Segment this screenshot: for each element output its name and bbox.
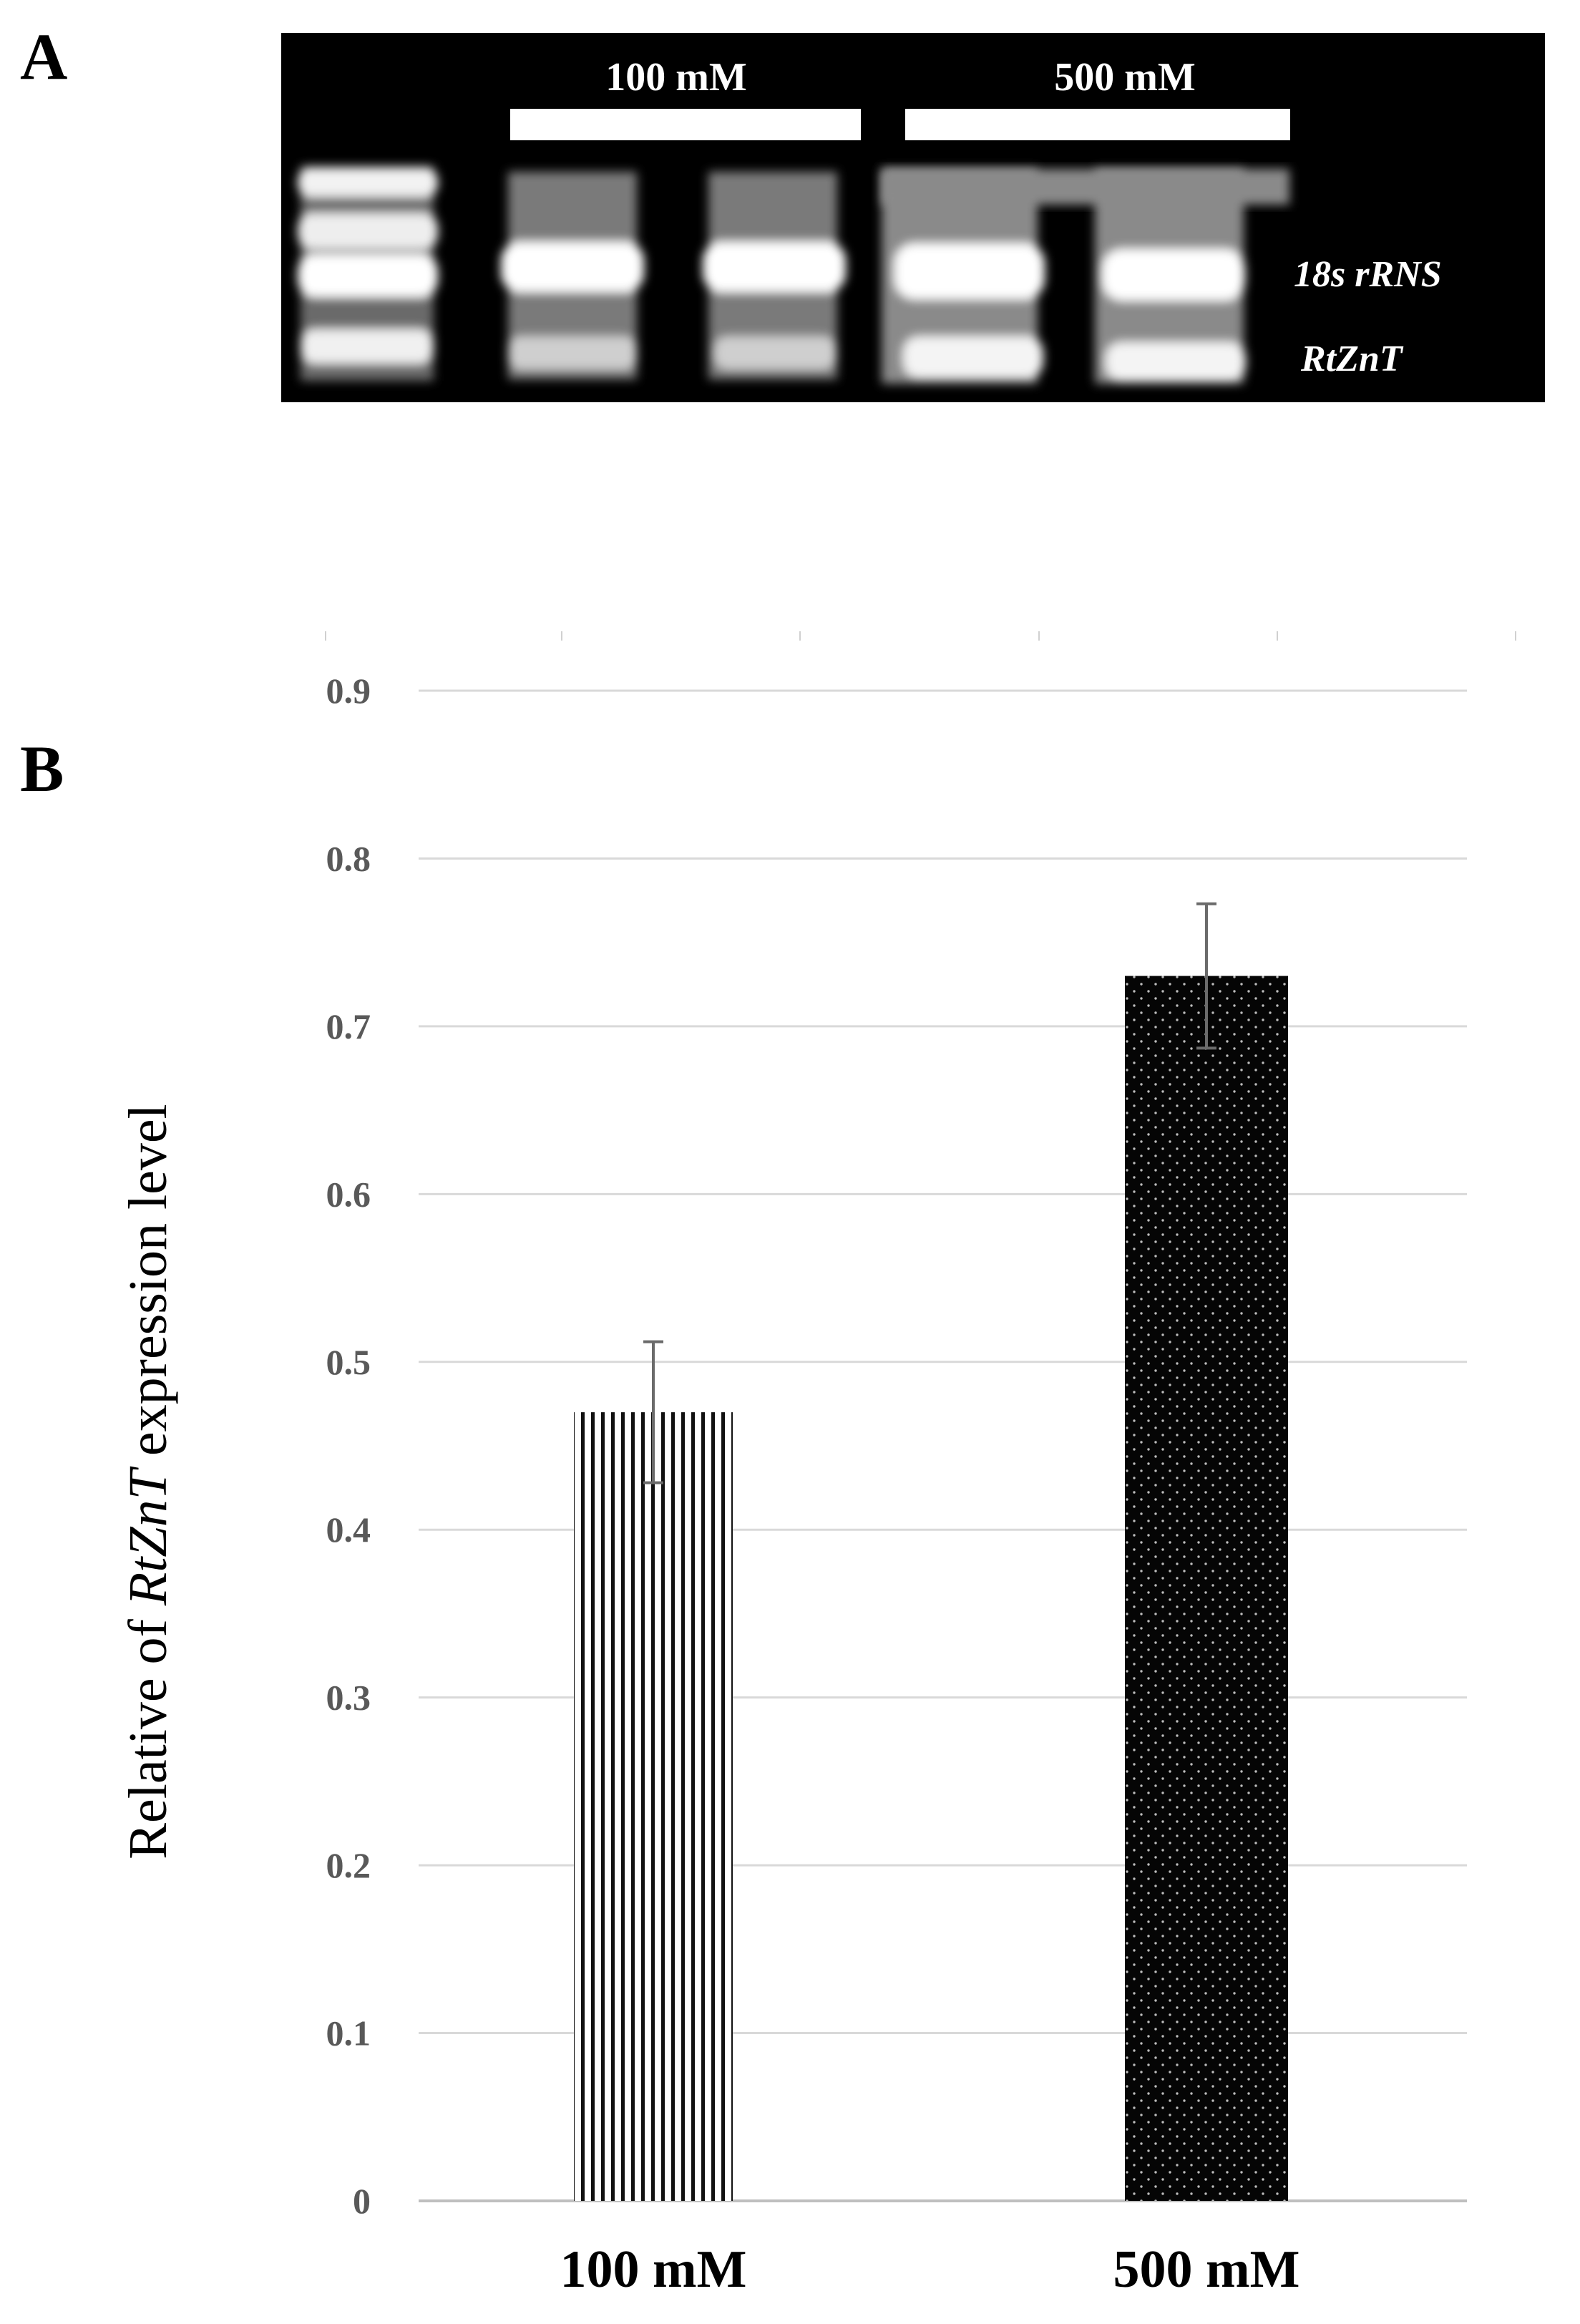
gel-image: 100 mM 500 mM [281, 33, 1545, 402]
y-tick-label: 0.5 [326, 1342, 371, 1382]
error-bars [643, 902, 1216, 1484]
panel-b-letter: B [20, 732, 64, 805]
y-tick-label: 0.1 [326, 2013, 371, 2053]
x-tick-label: 100 mM [560, 2240, 747, 2299]
y-tick-label: 0.3 [326, 1678, 371, 1718]
y-tick-label: 0.2 [326, 1845, 371, 1885]
lane-100-a [501, 172, 644, 379]
ladder-lane [298, 166, 438, 381]
y-tick-label: 0.6 [326, 1174, 371, 1214]
group-label-500: 500 mM [1054, 55, 1196, 99]
y-tick-label: 0 [353, 2181, 371, 2221]
x-tick-label: 500 mM [1113, 2240, 1300, 2299]
y-tick-label: 0.8 [326, 838, 371, 878]
chart: 0 0.1 0.2 0.3 0.4 0.5 0.6 0.7 0.8 0.9 100 mM 500 m… [118, 631, 1516, 2299]
lane-top-smear [882, 169, 1289, 205]
y-tick-label: 0.9 [326, 671, 371, 711]
y-axis-label-prefix: Relative of [118, 1605, 178, 1859]
lane-100-b [703, 172, 846, 379]
group-bar-500 [905, 109, 1290, 140]
x-tick-labels: 100 mM 500 mM [560, 2240, 1300, 2299]
bar [1125, 976, 1288, 2201]
y-tick-labels: 0 0.1 0.2 0.3 0.4 0.5 0.6 0.7 0.8 0.9 [326, 671, 371, 2221]
panel-a-letter: A [20, 20, 67, 93]
bar [574, 1412, 733, 2201]
group-bar-100 [510, 109, 861, 140]
band-label-18s: 18s rRNS [1294, 254, 1442, 295]
band-label-rtznt: RtZnT [1300, 339, 1404, 379]
y-axis-label: Relative of RtZnT expression level [118, 1104, 178, 1859]
group-label-100: 100 mM [605, 55, 747, 99]
faint-tick-marks [325, 631, 1516, 641]
y-tick-label: 0.4 [326, 1509, 371, 1550]
y-axis-label-suffix: expression level [118, 1104, 178, 1469]
y-tick-label: 0.7 [326, 1006, 371, 1046]
y-axis-label-gene: RtZnT [118, 1466, 178, 1606]
bars [574, 976, 1288, 2201]
